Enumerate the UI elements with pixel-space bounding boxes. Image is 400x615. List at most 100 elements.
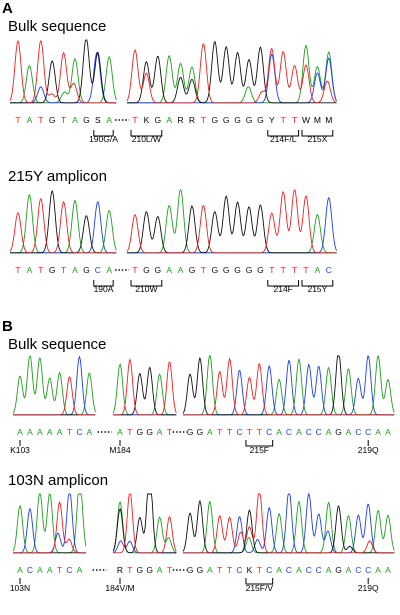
panel-label-b: B	[2, 318, 13, 335]
trace-C-seg1	[127, 196, 338, 254]
base-call: G	[154, 115, 161, 125]
base-call: W	[302, 115, 310, 125]
annotation-label: 214F	[274, 284, 293, 294]
base-call: T	[281, 265, 286, 275]
trace-G-seg1	[113, 366, 177, 416]
base-call: G	[143, 265, 150, 275]
base-call: G	[197, 427, 204, 437]
codon-annotation: 214F/L	[267, 130, 300, 144]
base-call: R	[189, 115, 195, 125]
annotation-label: 215X	[307, 134, 327, 144]
base-call: T	[247, 427, 252, 437]
base-call: G	[234, 115, 241, 125]
codon-annotation: 219Q	[358, 578, 379, 593]
trace-A-seg1	[112, 363, 177, 416]
trace-A-seg0	[10, 55, 117, 104]
base-call: T	[127, 427, 132, 437]
codon-annotation: M184	[109, 440, 131, 455]
base-call: C	[326, 265, 332, 275]
base-call: C	[27, 565, 33, 575]
base-call: A	[27, 427, 33, 437]
base-call: G	[187, 427, 194, 437]
base-call: G	[154, 265, 161, 275]
base-call: C	[355, 427, 361, 437]
codon-annotation: 215Y	[301, 280, 334, 294]
trace-T-seg2	[183, 357, 395, 416]
panel-label-a: A	[2, 0, 13, 17]
base-call: A	[326, 565, 332, 575]
row-title-b-103n: 103N amplicon	[8, 472, 109, 489]
base-call: C	[286, 565, 292, 575]
base-call: A	[166, 115, 172, 125]
annotation-label: 219Q	[358, 583, 379, 593]
trace-C-seg0	[13, 355, 96, 416]
base-call: A	[207, 427, 213, 437]
base-call: T	[61, 265, 66, 275]
base-call: A	[346, 565, 352, 575]
base-call: A	[375, 427, 381, 437]
trace-C-seg0	[10, 51, 117, 104]
base-call: G	[83, 265, 90, 275]
trace-G-seg1	[127, 40, 337, 104]
annotation-label: 190A	[94, 284, 114, 294]
base-call: T	[292, 265, 297, 275]
trace-T-seg0	[9, 39, 117, 104]
codon-annotation: 219Q	[358, 440, 379, 455]
base-call: A	[57, 427, 63, 437]
base-call: C	[266, 565, 272, 575]
base-call: G	[335, 565, 342, 575]
base-call: C	[76, 427, 82, 437]
base-call: R	[178, 115, 184, 125]
base-call: A	[375, 565, 381, 575]
codon-annotation: 215F	[245, 440, 274, 455]
trace-A-seg0	[12, 355, 96, 416]
base-call: G	[146, 565, 153, 575]
base-call: G	[211, 265, 218, 275]
base-call: T	[38, 265, 43, 275]
base-call: A	[77, 565, 83, 575]
annotation-label: K103	[10, 445, 30, 455]
base-call: T	[67, 427, 72, 437]
trace-C-seg1	[127, 53, 337, 104]
base-call: T	[303, 265, 308, 275]
row-title-b-bulk: Bulk sequence	[8, 336, 107, 353]
base-call: A	[117, 427, 123, 437]
base-call: G	[197, 565, 204, 575]
base-call: G	[136, 565, 143, 575]
base-call: C	[365, 565, 371, 575]
base-call: A	[37, 427, 43, 437]
base-call: A	[385, 427, 391, 437]
base-call: G	[211, 115, 218, 125]
base-call: G	[187, 565, 194, 575]
base-call: K	[247, 565, 253, 575]
base-call: T	[292, 115, 297, 125]
base-call: G	[246, 265, 253, 275]
annotation-label: 103N	[10, 583, 30, 593]
base-call: T	[281, 115, 286, 125]
base-call: A	[17, 427, 23, 437]
base-call: G	[83, 115, 90, 125]
annotation-label: 210W	[135, 284, 157, 294]
base-call: C	[286, 427, 292, 437]
trace-T-seg1	[113, 358, 177, 416]
base-call: T	[132, 115, 137, 125]
base-call: A	[27, 265, 33, 275]
trace-T-seg2	[183, 493, 395, 554]
annotation-label: 215F	[250, 445, 269, 455]
annotation-label: 184V/M	[105, 583, 134, 593]
base-call: C	[306, 565, 312, 575]
base-call: G	[234, 265, 241, 275]
base-call: T	[167, 427, 172, 437]
base-call: C	[266, 427, 272, 437]
base-call: T	[15, 115, 20, 125]
base-call: T	[269, 265, 274, 275]
trace-A-seg1	[127, 44, 338, 104]
annotation-label: M184	[109, 445, 131, 455]
row-title-a-bulk: Bulk sequence	[8, 18, 107, 35]
trace-G-seg1	[127, 195, 337, 254]
base-call: A	[157, 427, 163, 437]
